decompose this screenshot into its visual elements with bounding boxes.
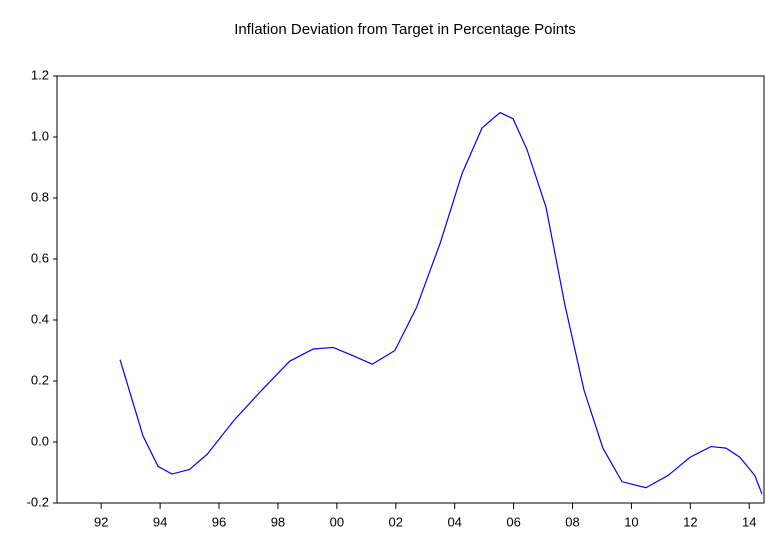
y-tick-label: 0.2 bbox=[31, 372, 49, 387]
y-tick-label: 1.0 bbox=[31, 128, 49, 143]
y-tick-label: 0.6 bbox=[31, 250, 49, 265]
chart-title: Inflation Deviation from Target in Perce… bbox=[234, 21, 576, 38]
x-tick-label: 00 bbox=[330, 514, 344, 529]
x-tick-label: 06 bbox=[506, 514, 520, 529]
y-tick-label: 0.0 bbox=[31, 433, 49, 448]
x-tick-label: 98 bbox=[271, 514, 285, 529]
x-tick-label: 02 bbox=[389, 514, 403, 529]
data-line bbox=[119, 111, 763, 495]
x-tick-label: 04 bbox=[447, 514, 461, 529]
x-tick-label: 12 bbox=[683, 514, 697, 529]
plot-frame bbox=[56, 75, 765, 504]
x-tick-label: 08 bbox=[565, 514, 579, 529]
y-tick-label: 0.4 bbox=[31, 311, 49, 326]
x-tick-label: 94 bbox=[153, 514, 167, 529]
x-tick-label: 96 bbox=[212, 514, 226, 529]
y-tick-label: -0.2 bbox=[27, 494, 49, 509]
y-tick-label: 0.8 bbox=[31, 189, 49, 204]
x-tick-label: 14 bbox=[742, 514, 756, 529]
y-tick-label: 1.2 bbox=[31, 67, 49, 82]
x-tick-label: 92 bbox=[94, 514, 108, 529]
x-tick-label: 10 bbox=[624, 514, 638, 529]
